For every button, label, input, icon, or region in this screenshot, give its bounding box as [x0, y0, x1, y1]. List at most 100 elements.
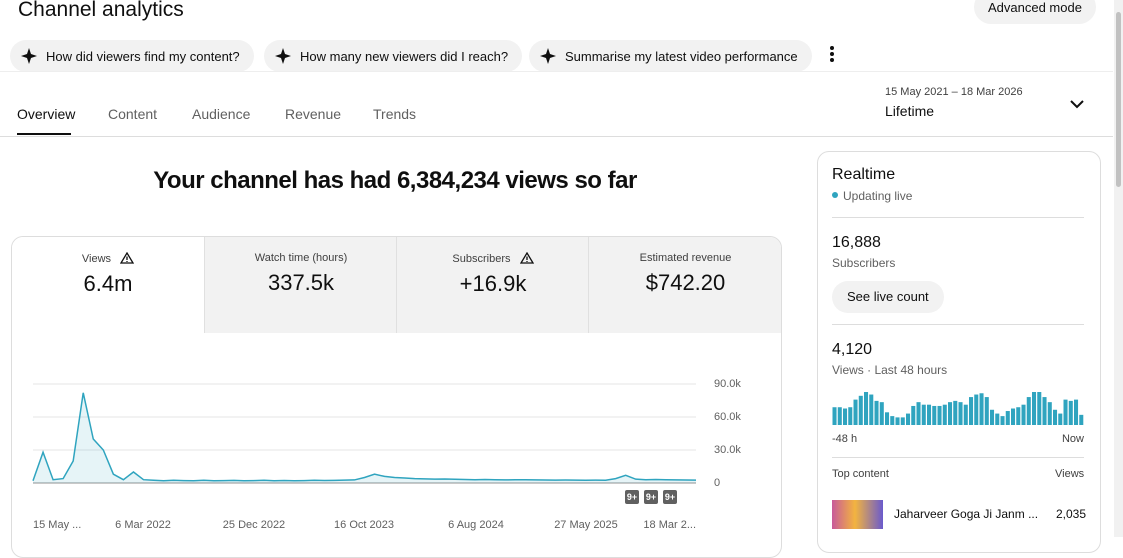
annotation-label: 9+ [627, 492, 637, 502]
metrics-panel: Views 6.4m Watch time (hours) 337.5k Subs… [11, 236, 782, 558]
bar [1021, 404, 1026, 425]
metric-label: Estimated revenue [639, 252, 732, 264]
tab[interactable]: Overview [17, 106, 76, 122]
line [32, 392, 697, 482]
top-content-title[interactable]: Jaharveer Goga Ji Janm ... [894, 507, 1039, 521]
views-value: 4,120 [832, 341, 873, 358]
y-tick-label: 30.0k [714, 444, 741, 456]
live-count-button[interactable]: See live count [832, 281, 944, 313]
x-tick-label: 27 May 2025 [554, 519, 618, 531]
thumbnail[interactable] [832, 500, 883, 529]
metric-card[interactable]: Subscribers +16.9k [396, 237, 589, 333]
metric-label: Watch time (hours) [254, 252, 348, 264]
bar [1079, 414, 1084, 425]
prompt-text: How did viewers find my content? [46, 48, 240, 64]
bar [1063, 399, 1068, 425]
metric-card[interactable]: Estimated revenue $742.20 [588, 237, 781, 333]
tab[interactable]: Content [108, 106, 158, 122]
prompt-chip[interactable]: Summarise my latest video performance [529, 40, 812, 72]
area [33, 392, 696, 483]
views-label: Views · Last 48 hours [832, 363, 948, 377]
prompt-chip[interactable]: How did viewers find my content? [10, 40, 254, 72]
bar [1005, 411, 1010, 425]
bar [837, 407, 842, 425]
prompt-text: Summarise my latest video performance [565, 48, 798, 64]
metric-value: +16.9k [459, 271, 527, 296]
bar [1011, 408, 1016, 425]
bar [864, 392, 869, 425]
bar [1026, 397, 1031, 425]
metric-value: 6.4m [83, 271, 133, 296]
bar [906, 413, 911, 425]
bar [953, 400, 958, 425]
bar [869, 394, 874, 425]
scrollbar [1114, 0, 1123, 537]
x-tick-label: 16 Oct 2023 [334, 519, 394, 531]
annotation-badge [663, 490, 677, 504]
more-menu[interactable] [826, 44, 838, 64]
bar [979, 393, 984, 425]
metric-card[interactable]: Views 6.4m [12, 237, 204, 333]
tab[interactable]: Trends [373, 106, 417, 122]
views-chart: 0 30.0k 60.0k 90.0k 15 May ... 6 Mar 2022 25 D… [32, 378, 741, 531]
bar [858, 395, 863, 425]
bar [843, 408, 848, 425]
bar [990, 409, 995, 425]
advanced-mode-button[interactable]: Advanced mode [974, 0, 1096, 24]
y-tick-label: 60.0k [714, 411, 741, 423]
annotation-badge [644, 490, 658, 504]
bar [832, 407, 837, 425]
top-content-header: Top content [832, 468, 889, 480]
page-title: Channel analytics [18, 0, 184, 21]
divider [0, 136, 1113, 137]
bar [916, 402, 921, 425]
bar [948, 402, 953, 425]
x-tick-label: 18 Mar 2... [643, 519, 696, 531]
x-tick-label: 6 Aug 2024 [448, 519, 504, 531]
bar [853, 399, 858, 425]
bar [927, 404, 932, 425]
metric-value: $742.20 [645, 270, 726, 295]
bar [1068, 400, 1073, 425]
subscribers-label: Subscribers [832, 256, 896, 270]
x-tick-label: 25 Dec 2022 [223, 519, 285, 531]
x-tick-label: 6 Mar 2022 [115, 519, 171, 531]
bar [1053, 409, 1058, 425]
bar [879, 402, 884, 425]
bar [911, 405, 916, 425]
bar [937, 405, 942, 425]
tab[interactable]: Audience [192, 106, 251, 122]
metric-label: Subscribers [452, 253, 511, 265]
bar [895, 417, 900, 425]
scrollbar-thumb[interactable] [1116, 12, 1121, 187]
bar [1058, 413, 1063, 425]
dropdown-arrow[interactable] [1070, 98, 1084, 110]
bar [974, 394, 979, 425]
bar [921, 404, 926, 425]
divider [832, 324, 1084, 325]
bar [900, 417, 905, 425]
bar [1074, 399, 1079, 425]
bar [1042, 397, 1047, 425]
prompt-chip[interactable]: How many new viewers did I reach? [264, 40, 523, 72]
headline: Your channel has had 6,384,234 views so … [153, 167, 637, 194]
tab[interactable]: Revenue [285, 106, 342, 122]
bar [1016, 407, 1021, 425]
metric-card[interactable]: Watch time (hours) 337.5k [204, 237, 397, 333]
bar [1032, 392, 1037, 425]
x-axis-label: Now [1062, 433, 1084, 445]
date-range-label[interactable]: Lifetime [885, 103, 935, 119]
bar [1047, 402, 1052, 425]
bar [995, 413, 1000, 425]
metric-label: Views [81, 253, 112, 265]
divider [832, 457, 1084, 458]
bar [932, 405, 937, 425]
realtime-status: Updating live [843, 189, 913, 203]
realtime-title: Realtime [832, 166, 896, 183]
annotation-badge [625, 490, 639, 504]
subscribers-value: 16,888 [832, 234, 881, 251]
top-content-views: 2,035 [1056, 507, 1087, 521]
bar [969, 397, 974, 425]
bar [1000, 416, 1005, 425]
